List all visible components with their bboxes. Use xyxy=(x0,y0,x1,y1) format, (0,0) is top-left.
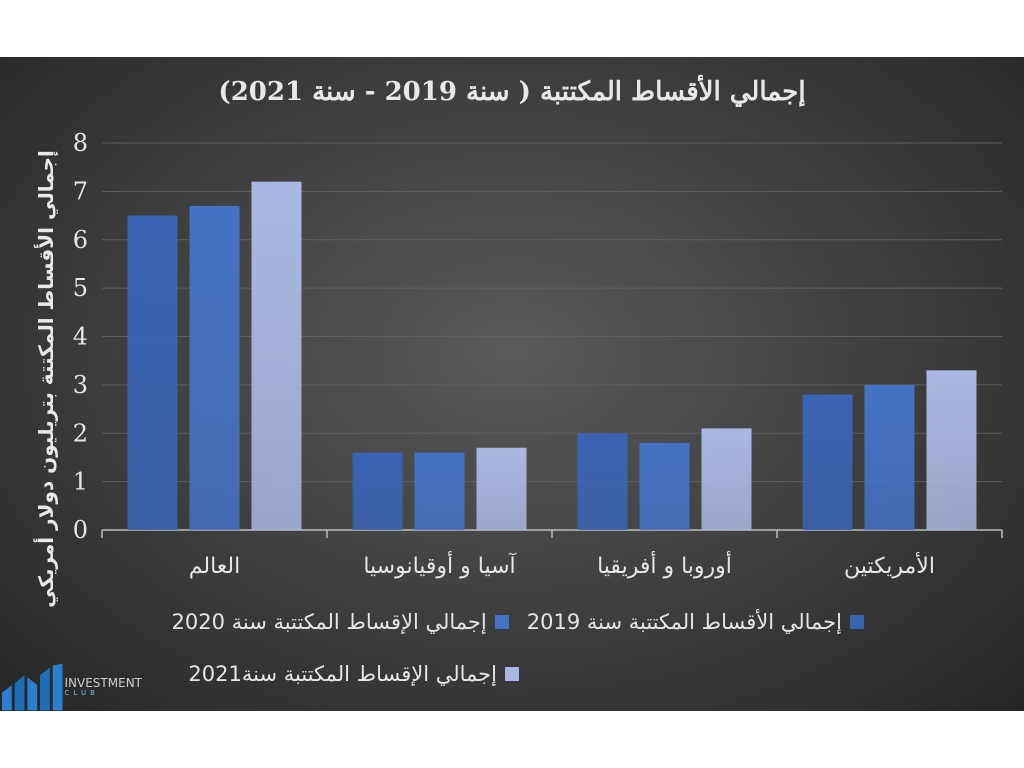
y-tick-label: 3 xyxy=(73,371,88,399)
y-tick-label: 8 xyxy=(73,129,88,157)
legend-swatch-2019 xyxy=(850,615,864,629)
legend-label-2019: إجمالي الأقساط المكتتبة سنة 2019 xyxy=(526,610,842,634)
bar-logo-icon xyxy=(2,663,63,711)
legend-item-2020: إجمالي الإقساط المكتتبة سنة 2020 xyxy=(172,610,509,634)
y-tick-label: 1 xyxy=(73,468,88,496)
bar-1-0 xyxy=(352,452,403,530)
bar-1-1 xyxy=(414,452,465,530)
bar-0-2 xyxy=(251,181,302,530)
logo-text-club: CLUB xyxy=(64,688,99,697)
legend-swatch-2020 xyxy=(494,615,509,629)
y-tick-label: 5 xyxy=(73,274,88,302)
x-tick-label: آسيا و أوقيانوسيا xyxy=(363,551,516,579)
bar-2-1 xyxy=(639,442,690,530)
y-tick-label: 2 xyxy=(73,419,88,447)
bar-chart: 0 1 2 3 4 5 6 7 8 العالم آسيا و أوقيانوسيا أوروبا و… xyxy=(73,129,1003,579)
x-tick-label: العالم xyxy=(189,554,240,579)
investment-club-logo: INVESTMENT CLUB xyxy=(2,662,142,712)
legend-item-2021: إجمالي الإقساط المكتتبة سنة2021 xyxy=(188,662,519,686)
legend-label-2020: إجمالي الإقساط المكتتبة سنة 2020 xyxy=(171,610,487,634)
y-tick-label: 7 xyxy=(73,177,88,205)
bar-1-2 xyxy=(476,447,527,530)
bar-0-1 xyxy=(189,205,240,530)
x-tick-label: الأمريكتين xyxy=(844,552,935,579)
bar-0-0 xyxy=(127,215,178,530)
x-tick-label: أوروبا و أفريقيا xyxy=(597,551,732,579)
legend-item-2019: إجمالي الأقساط المكتتبة سنة 2019 xyxy=(527,610,864,634)
legend-row-1: إجمالي الأقساط المكتتبة سنة 2019 إجمالي … xyxy=(154,610,864,634)
bar-3-0 xyxy=(802,394,853,530)
legend-label-2021: إجمالي الإقساط المكتتبة سنة2021 xyxy=(188,662,497,686)
y-tick-label: 0 xyxy=(73,516,88,544)
bar-2-2 xyxy=(701,428,752,530)
bar-2-0 xyxy=(577,433,628,530)
y-tick-label: 6 xyxy=(73,226,88,254)
legend-row-2: إجمالي الإقساط المكتتبة سنة2021 xyxy=(170,662,519,686)
bar-3-1 xyxy=(864,384,915,530)
logo-text-investment: INVESTMENT xyxy=(64,676,143,691)
legend-swatch-2021 xyxy=(505,667,519,681)
chart-title: إجمالي الأقساط المكتتبة ( سنة 2019 - سنة… xyxy=(218,77,806,107)
chart-panel: إجمالي الأقساط المكتتبة ( سنة 2019 - سنة… xyxy=(0,57,1024,711)
y-tick-label: 4 xyxy=(73,323,88,351)
bar-3-2 xyxy=(926,370,977,530)
